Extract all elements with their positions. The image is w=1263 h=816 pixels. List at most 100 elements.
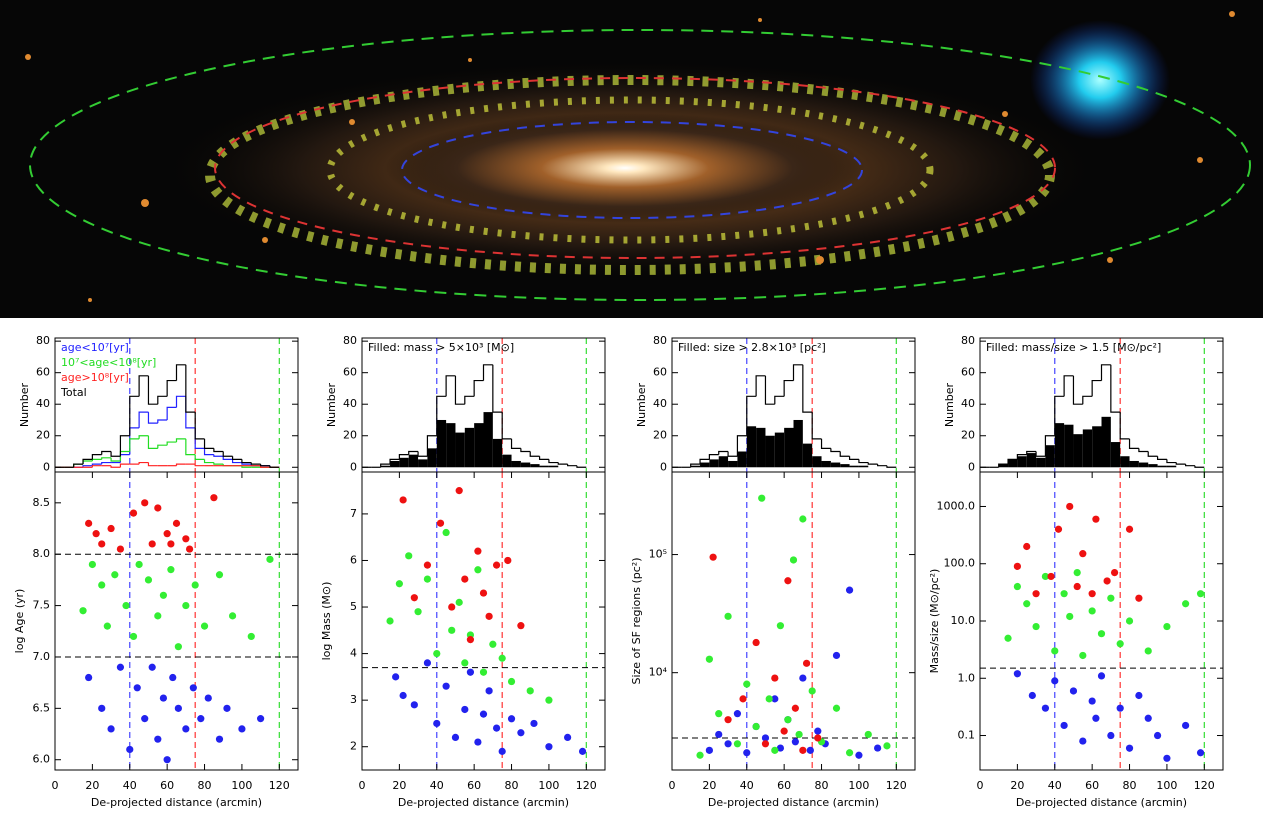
histogram-step: [1138, 448, 1149, 453]
spiral-arm: [326, 96, 934, 244]
scatter-point: [1088, 607, 1096, 615]
scatter-point: [771, 674, 779, 682]
scatter-point: [116, 663, 125, 671]
scatter-point: [122, 601, 130, 610]
plot-frame: [979, 471, 1224, 771]
scatter-point: [98, 704, 106, 712]
histogram-step: [1185, 464, 1195, 467]
histogram-step: [1194, 465, 1205, 468]
histogram-step: [783, 379, 794, 397]
histogram-step: [830, 448, 841, 453]
scatter-point: [1163, 622, 1171, 631]
y-tick-label: 20: [343, 429, 357, 442]
scatter-point: [1196, 749, 1205, 757]
histogram-step: [538, 456, 549, 460]
y-tick-label: 40: [343, 397, 357, 410]
histogram-step: [138, 375, 149, 397]
scatter-point: [739, 695, 747, 703]
histogram-step: [1166, 459, 1177, 464]
histogram-step: [269, 465, 280, 468]
scatter-point: [433, 719, 441, 728]
histogram-step: [175, 395, 186, 408]
histogram-step: [110, 451, 121, 457]
histogram-step: [389, 458, 400, 465]
scatter-point: [545, 743, 553, 751]
scatter-point: [474, 547, 482, 555]
scatter-point: [414, 608, 422, 616]
scatter-point: [776, 622, 785, 630]
y-axis-label: log Mass (M⊙): [320, 582, 333, 661]
scatter-point: [228, 612, 237, 620]
scatter-point: [784, 716, 792, 724]
histogram-step: [718, 450, 729, 455]
scatter-point: [1182, 600, 1190, 608]
histogram-bar: [1138, 462, 1149, 468]
scatter-point: [461, 575, 469, 583]
y-tick-label: 1.0: [958, 671, 976, 684]
scatter-point: [504, 556, 512, 565]
scatter-point: [479, 589, 488, 597]
histogram-step: [222, 456, 233, 460]
histogram-step: [1016, 454, 1027, 460]
y-tick-label: 7: [350, 507, 357, 520]
histogram-step: [101, 461, 112, 465]
histogram-step: [138, 411, 149, 428]
histogram-step: [101, 450, 112, 455]
histogram-step: [727, 451, 738, 457]
histogram-step: [1054, 395, 1065, 436]
scatter-point: [107, 524, 115, 533]
y-tick-label: 0.1: [958, 729, 976, 742]
scatter-point: [133, 684, 141, 692]
x-tick-label: 20: [1010, 779, 1024, 792]
y-tick-label: 5: [350, 600, 357, 613]
histogram-step: [755, 375, 766, 397]
scatter-point: [752, 638, 760, 647]
x-tick-label: 80: [505, 779, 519, 792]
histogram-step: [877, 464, 887, 467]
scatter-point: [1079, 550, 1087, 558]
histogram-bar: [1101, 416, 1111, 468]
histogram-step: [1110, 364, 1121, 413]
x-tick-label: 100: [538, 779, 559, 792]
x-tick-label: 120: [576, 779, 597, 792]
x-tick-label: 100: [231, 779, 252, 792]
scatter-point: [802, 659, 811, 667]
scatter-point: [1047, 572, 1055, 581]
scatter-point: [148, 663, 156, 671]
histogram-step: [231, 456, 242, 460]
x-axis-label: De-projected distance (arcmin): [91, 796, 262, 809]
histogram-bar: [812, 456, 822, 468]
y-tick-label: 0: [660, 460, 667, 473]
histogram-bar: [530, 464, 540, 468]
y-tick-label: 10⁵: [649, 548, 667, 561]
scatter-point: [765, 695, 773, 703]
histogram-bar: [1129, 460, 1139, 468]
histogram-bar: [1026, 453, 1037, 468]
histogram-step: [426, 435, 437, 457]
scatter-point: [129, 632, 138, 641]
histogram-step: [157, 444, 168, 449]
histogram-step: [91, 454, 102, 460]
histogram-step: [129, 438, 140, 452]
histogram-step: [175, 463, 186, 466]
y-tick-label: 7.5: [33, 599, 51, 612]
scatter-point: [474, 738, 482, 746]
x-tick-label: 40: [430, 779, 444, 792]
scatter-point: [517, 622, 525, 630]
y-tick-label: 2: [350, 740, 357, 753]
histogram-panel: age<10⁷[yr] 10⁷<age<10⁸[yr] age>10⁸[yr] Tot…: [18, 334, 299, 473]
histogram-step: [147, 412, 158, 424]
scatter-point: [883, 742, 891, 750]
scatter-point: [791, 704, 799, 712]
histogram-bar: [455, 432, 465, 468]
scatter-point: [1032, 590, 1040, 598]
scatter-point: [795, 730, 803, 739]
x-tick-label: 100: [848, 779, 869, 792]
histogram-step: [792, 364, 803, 381]
scatter-point: [247, 632, 255, 641]
scatter-point: [448, 626, 456, 634]
histogram-bar: [746, 426, 757, 468]
y-tick-label: 20: [36, 429, 50, 442]
histogram-step: [398, 454, 409, 460]
scatter-panel: 0 20 40 60 80 100 120 De-projected distance (ar…: [630, 471, 916, 809]
